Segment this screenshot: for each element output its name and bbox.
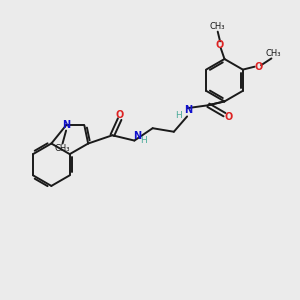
Text: O: O	[116, 110, 124, 120]
Text: O: O	[224, 112, 233, 122]
Text: N: N	[62, 120, 70, 130]
Text: H: H	[140, 136, 147, 145]
Text: CH₃: CH₃	[55, 144, 70, 153]
Text: O: O	[254, 62, 262, 72]
Text: N: N	[133, 131, 141, 141]
Text: O: O	[216, 40, 224, 50]
Text: CH₃: CH₃	[265, 49, 280, 58]
Text: N: N	[184, 105, 192, 115]
Text: CH₃: CH₃	[210, 22, 226, 31]
Text: H: H	[176, 111, 182, 120]
